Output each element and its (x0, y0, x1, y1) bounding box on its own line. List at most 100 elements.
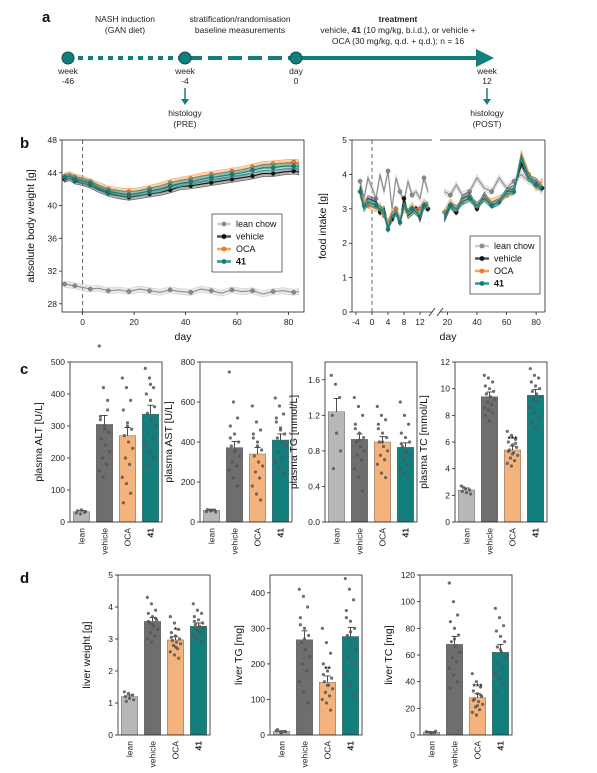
plasma-tg-bar-2 (374, 441, 391, 523)
plasma-ast-point-2-12 (254, 492, 259, 496)
food-intake-xtick-label-2: 4 (386, 317, 391, 327)
plasma-tc-bar-0 (458, 489, 475, 523)
liver-weight-frame (117, 574, 211, 736)
plasma-tc-point-2-12 (509, 464, 514, 468)
histology-pre-line1: histology (168, 108, 202, 118)
liver-tc-point-0-3 (425, 730, 429, 734)
liver-tg-point-0-4 (279, 731, 284, 735)
plasma-tg-point-1-13 (361, 489, 365, 493)
plasma-tc-point-3-3 (529, 380, 533, 384)
liver-weight-category-label-3: 41 (194, 741, 204, 751)
liver-weight-point-2-1 (172, 621, 177, 625)
plasma-ast-point-1-14 (228, 436, 232, 440)
liver-tc-point-1-4 (452, 626, 457, 630)
liver-weight-point-2-2 (177, 627, 181, 632)
plasma-tc-point-1-3 (483, 384, 487, 388)
body-weight-legend-marker-3 (221, 259, 227, 264)
plasma-tc-point-1-6 (484, 392, 488, 396)
plasma-tc-point-0-3 (460, 489, 464, 493)
plasma-ast-point-3-15 (278, 428, 283, 432)
plasma-alt-point-1-5 (107, 430, 111, 434)
body-weight-chart: 28 32 36 40 44 48 0 20 40 60 80 lean chow vehicle OCA… (25, 135, 300, 343)
plasma-tc-bar-2 (504, 449, 521, 523)
food-intake-series-3-point-18 (448, 203, 453, 208)
plasma-tc-point-3-12 (532, 411, 537, 415)
liver-weight-point-2-7 (174, 640, 179, 644)
liver-weight-point-3-7 (197, 624, 202, 628)
plasma-tc-frame (454, 361, 548, 523)
liver-weight-point-1-10 (152, 634, 157, 638)
plasma-alt-point-3-14 (144, 462, 148, 466)
plasma-tg-point-2-3 (376, 427, 380, 431)
plasma-ast-point-2-14 (251, 432, 255, 436)
plasma-tg-point-3-11 (398, 467, 402, 471)
plasma-ast-point-2-13 (259, 498, 263, 502)
plasma-ast-point-2-11 (250, 484, 254, 488)
plasma-tg-category-label-1: vehicle (355, 528, 365, 555)
plasma-tg-point-2-14 (376, 422, 380, 426)
plasma-alt-point-1-9 (100, 456, 105, 460)
panel-label-d: d (20, 570, 29, 587)
plasma-ast-point-1-1 (231, 400, 236, 404)
liver-tg-ytick-label-0: 0 (260, 730, 265, 740)
plasma-tc-category-label-1: vehicle (485, 528, 495, 555)
liver-tc-point-1-6 (449, 640, 453, 644)
liver-tg-category-label-3: 41 (346, 741, 356, 751)
liver-tg-point-3-2 (352, 598, 356, 602)
phase1-line1: NASH induction (95, 14, 155, 24)
plasma-tc-point-2-5 (515, 445, 519, 449)
plasma-ast-ytick-label-1: 200 (181, 477, 195, 487)
plasma-ast-point-1-0 (227, 370, 231, 374)
plasma-alt-point-3-7 (149, 418, 154, 422)
food-intake-break-mark-a (428, 307, 436, 317)
plasma-tg-point-3-15 (403, 451, 408, 455)
liver-weight-point-3-13 (200, 640, 204, 644)
liver-tc-point-2-7 (476, 700, 481, 704)
plasma-tg-point-3-6 (400, 444, 404, 449)
plasma-tg-point-1-7 (358, 444, 363, 449)
plasma-alt-ylabel: plasma ALT [U/L] (33, 402, 45, 482)
panel-label-b: b (20, 135, 29, 152)
plasma-tc-point-0-4 (464, 491, 469, 495)
plasma-alt-point-0-4 (79, 508, 84, 512)
plasma-tc-bar-1 (481, 396, 498, 523)
plasma-tg-point-1-10 (359, 458, 364, 462)
body-weight-xtick-label-3: 60 (232, 317, 242, 327)
plasma-tc-significance-2: *** (508, 434, 519, 444)
plasma-tg-point-1-9 (355, 453, 360, 457)
plasma-tg-point-3-1 (402, 413, 407, 417)
plasma-tg-point-0-0 (329, 373, 333, 377)
liver-tc-point-2-0 (470, 672, 474, 676)
plasma-tg-point-2-7 (381, 444, 386, 449)
body-weight-series-3-point-24 (291, 163, 296, 169)
plasma-alt-point-3-13 (152, 456, 156, 460)
liver-weight-point-1-1 (149, 602, 154, 606)
body-weight-series-3-point-10 (147, 188, 152, 194)
liver-weight-point-3-0 (191, 602, 195, 606)
body-weight-series-0-point-12 (167, 287, 173, 293)
liver-weight-point-3-8 (202, 626, 206, 630)
food-intake-series-0-point-24 (489, 189, 495, 194)
body-weight-series-1-point-22 (270, 171, 276, 176)
plasma-alt-point-2-6 (122, 434, 126, 438)
liver-weight-point-0-0 (122, 690, 126, 694)
plasma-tg-bar-0 (328, 411, 345, 523)
liver-tg-bar-1 (296, 639, 313, 736)
food-intake-legend-marker-2 (479, 268, 485, 274)
plasma-alt-ytick-label-1: 100 (51, 485, 65, 495)
plasma-ast-bar-1 (226, 447, 243, 523)
liver-tg-point-2-2 (329, 651, 333, 655)
liver-weight-point-1-2 (154, 608, 158, 612)
plasma-alt-point-1-1 (101, 386, 106, 390)
liver-tc-point-3-2 (502, 624, 506, 628)
body-weight-xtick-label-4: 80 (284, 317, 294, 327)
body-weight-series-3-point-4 (88, 181, 93, 186)
liver-weight-point-1-3 (146, 611, 150, 616)
liver-weight-point-0-6 (124, 699, 128, 704)
liver-tc-point-2-4 (475, 692, 480, 696)
liver-tg-ytick-label-2: 200 (251, 659, 265, 669)
plasma-tc-ytick-label-3: 6 (445, 437, 450, 447)
food-intake-ytick-label-0: 0 (342, 307, 347, 317)
plasma-tg-point-3-2 (407, 422, 411, 426)
plasma-tc-point-3-11 (528, 405, 532, 409)
